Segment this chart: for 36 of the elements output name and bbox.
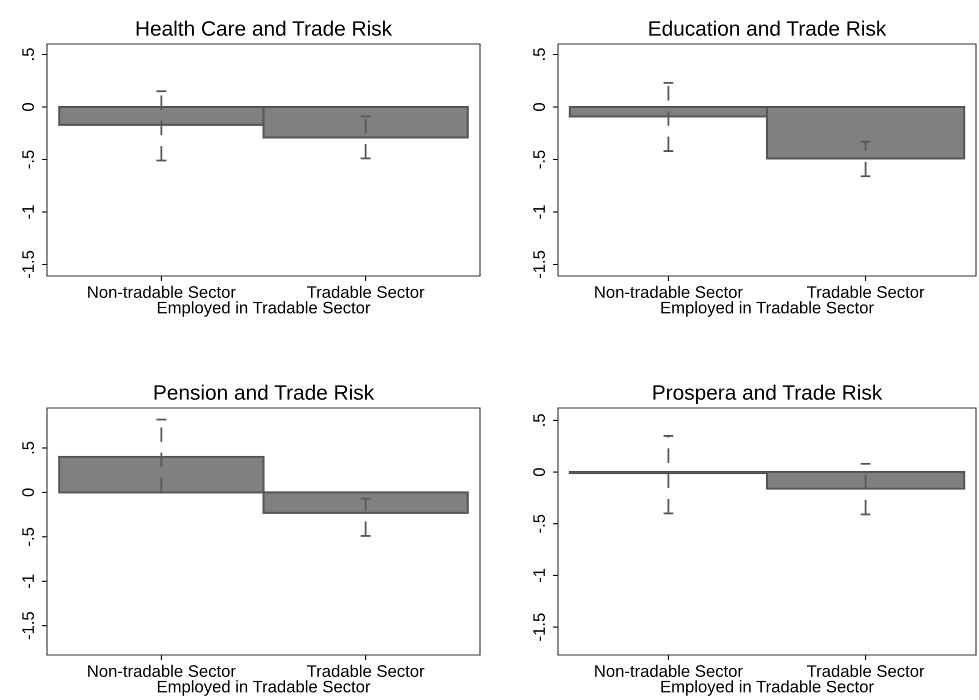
y-tick-label: -1: [22, 574, 34, 588]
y-tick-label: -1: [22, 205, 34, 219]
y-tick-label: .5: [533, 48, 545, 60]
y-tick-label: -1: [533, 568, 545, 582]
x-tick-label: Non-tradable Sector: [88, 286, 236, 298]
y-tick-label: .5: [533, 414, 545, 426]
chart-title: Health Care and Trade Risk: [136, 20, 392, 36]
x-axis-title: Employed in Tradable Sector: [661, 680, 874, 696]
y-tick-label: -1.5: [22, 612, 34, 640]
x-tick-label: Non-tradable Sector: [595, 664, 743, 677]
y-tick-label: -.5: [533, 150, 545, 168]
y-tick-label: -.5: [22, 150, 34, 168]
y-tick-label: 0: [533, 103, 545, 111]
x-axis-title: Employed in Tradable Sector: [661, 301, 874, 317]
x-tick-label: Non-tradable Sector: [595, 286, 743, 298]
chart-title: Education and Trade Risk: [649, 20, 886, 36]
y-tick-label: -1.5: [22, 250, 34, 278]
x-axis-title: Employed in Tradable Sector: [158, 680, 370, 696]
x-tick-label: Non-tradable Sector: [88, 664, 236, 677]
chart-title: Prospera and Trade Risk: [653, 384, 882, 404]
y-tick-label: -1.5: [533, 250, 545, 278]
chart-title: Pension and Trade Risk: [154, 384, 374, 400]
y-tick-label: .5: [22, 48, 34, 60]
y-tick-label: 0: [22, 488, 34, 496]
x-tick-label: Tradable Sector: [307, 664, 424, 677]
y-tick-label: -.5: [533, 514, 545, 533]
x-axis-title: Employed in Tradable Sector: [158, 301, 370, 317]
x-tick-label: Tradable Sector: [307, 286, 424, 298]
y-tick-label: -.5: [22, 528, 34, 546]
y-tick-label: 0: [22, 103, 34, 111]
y-tick-label: -1: [533, 205, 545, 219]
x-tick-label: Tradable Sector: [806, 286, 924, 298]
y-tick-label: .5: [22, 442, 34, 454]
x-tick-label: Tradable Sector: [806, 664, 924, 677]
y-tick-label: 0: [533, 468, 545, 476]
y-tick-label: -1.5: [533, 613, 545, 641]
